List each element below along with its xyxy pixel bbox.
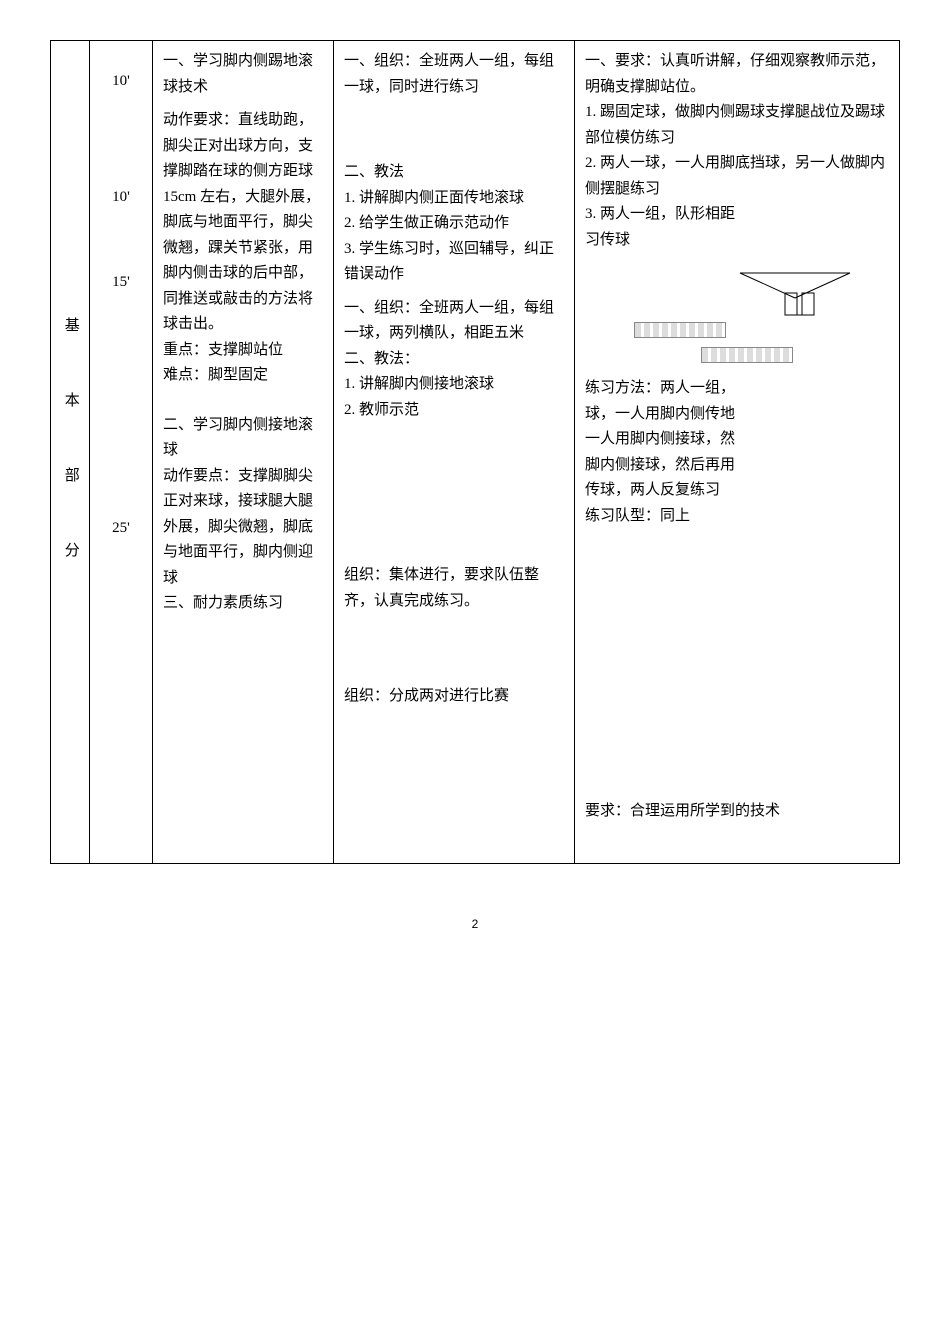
c5-r1a3: 3. 两人一组，队形相距 xyxy=(585,202,889,228)
c3-p1c: 难点：脚型固定 xyxy=(163,363,323,389)
c3-heading-3: 三、耐力素质练习 xyxy=(163,591,323,617)
c3-p2a: 动作要点：支撑脚脚尖正对来球，接球腿大腿外展，脚尖微翘，脚底与地面平行，脚内侧迎… xyxy=(163,464,323,592)
section-label: 基本部分 xyxy=(57,287,83,617)
formation-stub-2 xyxy=(701,347,793,363)
formation-diagram xyxy=(730,258,860,328)
c5-r2a: 练习方法：两人一组， xyxy=(585,376,889,402)
page-number: 2 xyxy=(50,914,900,934)
time-cell: 10' 10' 15' 25' xyxy=(90,41,153,864)
c5-r1a: 一、要求：认真听讲解，仔细观察教师示范，明确支撑脚站位。 xyxy=(585,49,889,100)
method-cell: 一、组织：全班两人一组，每组一球，同时进行练习 二、教法 1. 讲解脚内侧正面传… xyxy=(334,41,575,864)
c3-p1a: 动作要求：直线助跑，脚尖正对出球方向，支撑脚踏在球的侧方距球 15cm 左右，大… xyxy=(163,108,323,338)
c5-r2c: 一人用脚内侧接球，然 xyxy=(585,427,889,453)
time-1: 10' xyxy=(100,69,142,95)
c3-heading-2: 二、学习脚内侧接地滚球 xyxy=(163,413,323,464)
c4-s1b-1: 1. 讲解脚内侧正面传地滚球 xyxy=(344,186,564,212)
c5-r1a2: 2. 两人一球，一人用脚底挡球，另一人做脚内侧摆腿练习 xyxy=(585,151,889,202)
time-2: 10' xyxy=(100,185,142,211)
c4-s1a: 一、组织：全班两人一组，每组一球，同时进行练习 xyxy=(344,49,564,100)
section-label-cell: 基本部分 xyxy=(51,41,90,864)
c4-s2b-h: 二、教法： xyxy=(344,347,564,373)
c5-r1a1: 1. 踢固定球，做脚内侧踢球支撑腿战位及踢球部位模仿练习 xyxy=(585,100,889,151)
lesson-plan-table: 基本部分 10' 10' 15' 25' 一、学习脚内侧踢地滚球技术 动作要求：… xyxy=(50,40,900,864)
content-cell: 一、学习脚内侧踢地滚球技术 动作要求：直线助跑，脚尖正对出球方向，支撑脚踏在球的… xyxy=(153,41,334,864)
c4-s3b: 组织：分成两对进行比赛 xyxy=(344,684,564,710)
c5-r2e: 传球，两人反复练习 xyxy=(585,478,889,504)
time-3: 15' xyxy=(100,270,142,296)
c4-s3a: 组织：集体进行，要求队伍整齐，认真完成练习。 xyxy=(344,563,564,614)
c4-s1b-2: 2. 给学生做正确示范动作 xyxy=(344,211,564,237)
c5-r2f: 练习队型：同上 xyxy=(585,504,889,530)
c4-s1b-3: 3. 学生练习时，巡回辅导，纠正错误动作 xyxy=(344,237,564,288)
c4-s2a: 一、组织：全班两人一组，每组一球，两列横队，相距五米 xyxy=(344,296,564,347)
c4-s1b-h: 二、教法 xyxy=(344,160,564,186)
requirement-cell: 一、要求：认真听讲解，仔细观察教师示范，明确支撑脚站位。 1. 踢固定球，做脚内… xyxy=(575,41,900,864)
c4-s2b-1: 1. 讲解脚内侧接地滚球 xyxy=(344,372,564,398)
c3-heading-1: 一、学习脚内侧踢地滚球技术 xyxy=(163,49,323,100)
time-4: 25' xyxy=(100,516,142,542)
c4-s2b-2: 2. 教师示范 xyxy=(344,398,564,424)
formation-stub-1 xyxy=(634,322,726,338)
c5-r3: 要求：合理运用所学到的技术 xyxy=(585,799,889,825)
c5-r1a4: 习传球 xyxy=(585,228,889,254)
c5-r2b: 球，一人用脚内侧传地 xyxy=(585,402,889,428)
c3-p1b: 重点：支撑脚站位 xyxy=(163,338,323,364)
c5-r2d: 脚内侧接球，然后再用 xyxy=(585,453,889,479)
